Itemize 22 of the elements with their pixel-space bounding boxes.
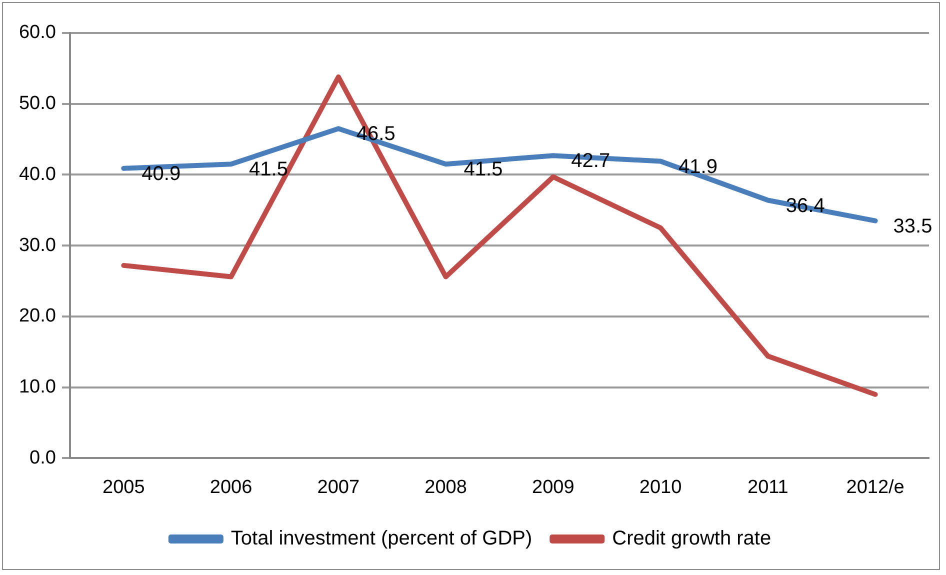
- x-tick-label: 2008: [424, 476, 467, 498]
- data-label: 40.9: [142, 162, 181, 185]
- y-tick-label: 30.0: [18, 234, 56, 256]
- data-label: 41.5: [464, 158, 503, 181]
- y-tick-label: 50.0: [18, 93, 56, 114]
- data-label: 33.5: [893, 215, 932, 238]
- data-label: 41.9: [678, 156, 718, 178]
- x-tick-label: 2006: [210, 476, 252, 498]
- y-tick-label: 20.0: [18, 306, 56, 327]
- y-tick-label: 60.0: [18, 22, 56, 44]
- legend-label: Total investment (percent of GDP): [230, 528, 532, 550]
- x-tick-label: 2007: [317, 476, 360, 498]
- x-tick-label: 2005: [102, 476, 145, 498]
- y-tick-label: 10.0: [18, 376, 56, 398]
- legend-label: Credit growth rate: [612, 528, 772, 550]
- x-tick-label: 2011: [748, 476, 788, 498]
- data-label: 41.5: [249, 158, 288, 181]
- y-tick-label: 0.0: [30, 447, 56, 468]
- y-tick-label: 40.0: [18, 164, 56, 185]
- x-tick-label: 2010: [639, 476, 682, 498]
- x-tick-label: 2009: [532, 476, 574, 498]
- x-tick-label: 2012/e: [846, 476, 904, 498]
